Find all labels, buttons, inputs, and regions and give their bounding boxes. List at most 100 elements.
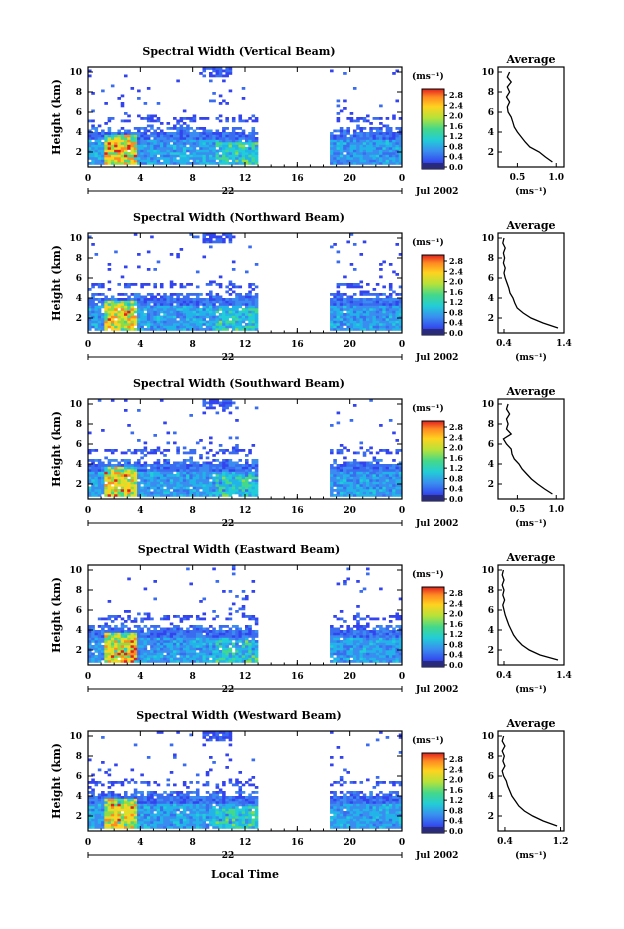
heatmap-cell (379, 139, 383, 143)
heatmap-cell (123, 147, 128, 150)
heatmap-cell (251, 642, 256, 646)
heatmap-cell (251, 154, 256, 158)
heatmap-cell (366, 149, 370, 153)
heatmap-cell (359, 652, 364, 656)
heatmap-cell (218, 162, 223, 165)
heatmap-cell (330, 144, 334, 148)
heatmap-cell (169, 283, 174, 286)
heatmap-cell (199, 149, 203, 153)
heatmap-cell (94, 293, 99, 296)
heatmap-cell (120, 328, 125, 331)
heatmap-cell (120, 660, 125, 663)
heatmap-cell (392, 72, 396, 75)
heatmap-cell (179, 645, 184, 648)
heatmap-cell (336, 491, 341, 495)
heatmap-cell (215, 129, 220, 133)
heatmap-cell (238, 152, 243, 155)
heatmap-cell (159, 635, 164, 638)
heatmap-cell (385, 162, 390, 165)
heatmap-cell (248, 303, 252, 306)
heatmap-cell (382, 650, 386, 653)
heatmap-cell (186, 315, 190, 319)
heatmap-cell (156, 119, 161, 123)
heatmap-cell (343, 159, 347, 163)
heatmap-cell (159, 486, 164, 490)
heatmap-cell (163, 300, 167, 304)
heatmap-cell (333, 318, 337, 321)
heatmap-cell (189, 632, 193, 636)
heatmap-cell (349, 147, 354, 150)
chart-title: Spectral Width (Vertical Beam) (142, 45, 335, 58)
heatmap-cell (228, 640, 233, 643)
heatmap-cell (169, 622, 174, 626)
heatmap-cell (186, 117, 190, 120)
heatmap-cell (186, 320, 190, 324)
heatmap-cell (356, 127, 360, 130)
heatmap-cell (225, 152, 229, 155)
heatmap-cell (248, 469, 252, 472)
heatmap-cell (238, 295, 243, 299)
heatmap-cell (366, 119, 370, 123)
average-y-tick-label: 2 (488, 314, 494, 324)
heatmap-cell (372, 456, 377, 460)
heatmap-cell (222, 137, 226, 140)
heatmap-cell (114, 640, 118, 643)
heatmap-cell (379, 645, 383, 648)
heatmap-cell (222, 625, 226, 628)
heatmap-cell (382, 323, 386, 326)
heatmap-cell (395, 323, 400, 326)
heatmap-cell (153, 300, 157, 304)
heatmap-cell (398, 144, 403, 148)
heatmap-cell (395, 293, 400, 296)
heatmap-cell (336, 328, 341, 331)
heatmap-cell (130, 300, 135, 304)
heatmap-cell (356, 484, 360, 487)
heatmap-cell (153, 142, 157, 145)
heatmap-cell (215, 652, 220, 656)
heatmap-cell (120, 486, 125, 490)
heatmap-cell (241, 325, 246, 329)
heatmap-cell (248, 657, 252, 661)
heatmap-cell (333, 293, 337, 296)
heatmap-cell (369, 637, 373, 641)
heatmap-cell (133, 635, 138, 638)
heatmap-cell (356, 117, 360, 120)
heatmap-cell (372, 481, 377, 485)
heatmap-cell (169, 320, 174, 324)
heatmap-cell (372, 142, 377, 145)
average-profile-line (505, 71, 553, 163)
heatmap-cell (209, 157, 213, 160)
heatmap-cell (235, 637, 239, 641)
heatmap-cell (248, 308, 252, 311)
heatmap-cell (222, 461, 226, 465)
heatmap-cell (254, 620, 259, 623)
heatmap-cell (179, 285, 184, 289)
heatmap-cell (104, 476, 108, 480)
heatmap-cell (166, 308, 171, 311)
heatmap-cell (395, 469, 400, 472)
heatmap-cell (110, 451, 115, 455)
heatmap-cell (166, 325, 171, 329)
heatmap-cell (388, 295, 393, 299)
heatmap-cell (104, 157, 108, 160)
heatmap-cell (382, 318, 386, 321)
heatmap-cell (212, 325, 216, 329)
heatmap-cell (182, 310, 187, 314)
heatmap-cell (349, 481, 354, 485)
heatmap-cell (150, 637, 154, 641)
heatmap-cell (356, 305, 360, 309)
heatmap-cell (375, 640, 380, 643)
heatmap-cell (104, 645, 108, 648)
heatmap-cell (235, 295, 239, 299)
heatmap-cell (205, 238, 210, 241)
heatmap-cell (228, 494, 233, 497)
heatmap-cell (241, 650, 246, 653)
heatmap-cell (362, 454, 367, 457)
heatmap-cell (359, 315, 364, 319)
heatmap-cell (117, 313, 122, 316)
heatmap-cell (120, 159, 125, 163)
heatmap-cell (146, 451, 151, 455)
heatmap-cell (156, 313, 161, 316)
heatmap-cell (245, 300, 249, 304)
heatmap-cell (245, 270, 249, 274)
